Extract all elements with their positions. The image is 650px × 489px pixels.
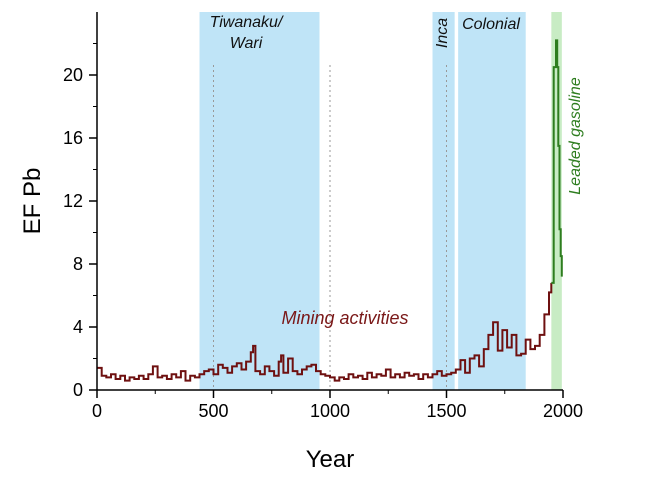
y-tick-label: 20 (63, 65, 83, 85)
axes: 0 500 1000 1500 2000 0 4 8 12 16 20 (63, 12, 583, 421)
y-tick-label: 12 (63, 191, 83, 211)
period-label-colonial: Colonial (462, 16, 520, 33)
y-tick-label: 8 (73, 254, 83, 274)
period-label-inca: Inca (434, 18, 451, 48)
x-tick-label: 1500 (426, 401, 466, 421)
year-markers (213, 65, 447, 390)
x-tick-label: 1000 (310, 401, 350, 421)
x-tick-label: 0 (92, 401, 102, 421)
chart-labels: Year EF Pb Tiwanaku/Wari Inca Colonial Leaded… (19, 14, 584, 473)
period-band-3 (551, 12, 562, 390)
series-line-1 (551, 39, 563, 284)
y-tick-label: 16 (63, 128, 83, 148)
annotation-mining-activities: Mining activities (281, 308, 408, 328)
y-tick-label: 0 (73, 380, 83, 400)
series-line-0 (97, 282, 553, 382)
period-label-line: Tiwanaku/ (210, 14, 284, 31)
period-label-leaded-gasoline: Leaded gasoline (567, 77, 584, 195)
x-tick-label: 500 (198, 401, 228, 421)
period-label-tiwanaku: Tiwanaku/Wari (210, 14, 284, 52)
x-axis-title: Year (306, 446, 355, 473)
period-band-2 (458, 12, 526, 390)
period-band-0 (199, 12, 320, 390)
x-tick-label: 2000 (543, 401, 583, 421)
period-label-line: Wari (230, 35, 263, 52)
y-axis-title: EF Pb (19, 168, 46, 235)
y-tick-label: 4 (73, 317, 83, 337)
period-band-1 (432, 12, 455, 390)
period-bands (199, 12, 562, 390)
series-lines (97, 39, 563, 382)
